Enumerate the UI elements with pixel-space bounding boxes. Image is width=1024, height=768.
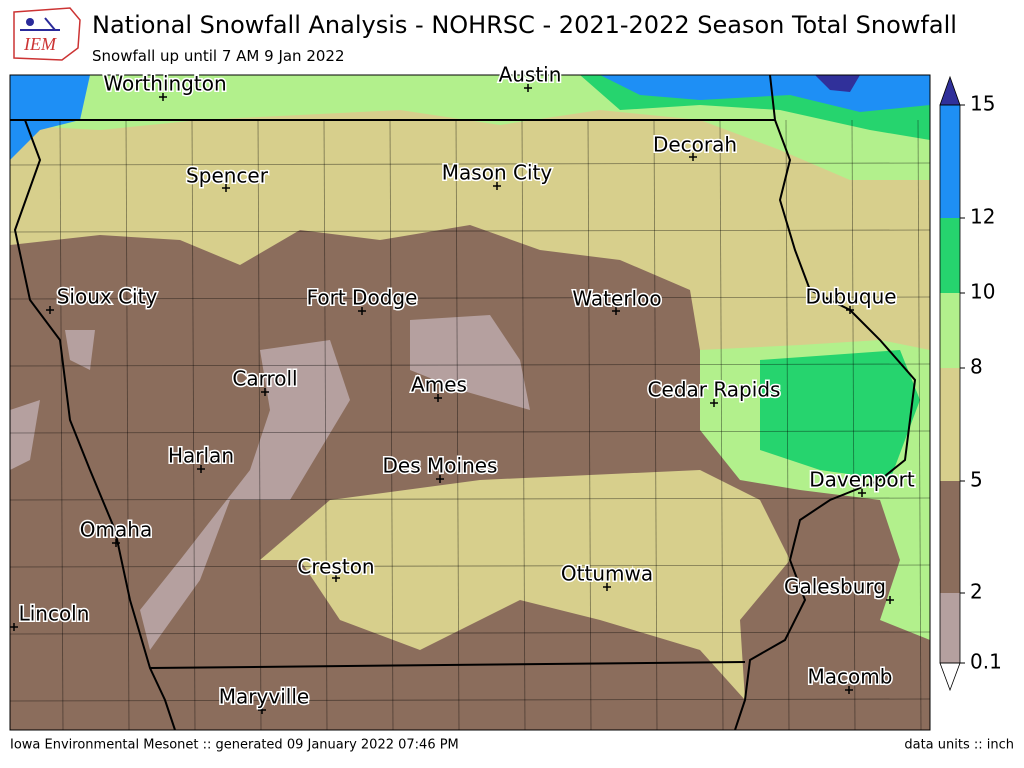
footer-right: data units :: inch [904,738,1014,753]
city-marker [258,706,266,714]
footer-left: Iowa Environmental Mesonet :: generated … [10,738,459,753]
colorbar-segment [940,218,960,293]
city-marker [10,623,18,631]
city-label: Omaha [80,518,152,542]
colorbar: 0.1 2 5 8 10 12 15 [939,75,1002,692]
colorbar-segment [940,293,960,368]
city-marker [332,574,340,582]
colorbar-under [939,662,961,692]
city-label: Mason City [442,161,553,185]
city-marker [159,93,167,101]
title: National Snowfall Analysis - NOHRSC - 20… [92,11,957,39]
city-marker [710,399,718,407]
city-marker [858,489,866,497]
city-label: Maryville [219,685,309,709]
colorbar-over [939,75,961,106]
colorbar-segment [940,593,960,663]
city-label: Sioux City [57,285,158,309]
colorbar-segment [940,105,960,218]
city-label: Davenport [809,468,915,492]
snowfall-map [10,75,930,730]
city-marker [222,184,230,192]
city-label: Dubuque [805,285,896,309]
city-label: Decorah [653,133,737,157]
colorbar-segment [940,368,960,481]
city-label: Ottumwa [561,562,653,586]
map-frame [9,74,931,731]
colorbar-label: 8 [970,355,983,379]
colorbar-frame [939,104,961,664]
city-label: Carroll [232,367,297,391]
colorbar-segment [940,481,960,593]
city-marker [197,465,205,473]
city-label: Spencer [186,164,269,188]
subtitle: Snowfall up until 7 AM 9 Jan 2022 [92,47,345,65]
city-label: Fort Dodge [307,286,418,310]
city-label: Waterloo [572,287,661,311]
city-marker [846,306,854,314]
colorbar-label: 5 [970,468,983,492]
city-marker [112,539,120,547]
city-label: Macomb [808,665,893,689]
logo: IEM [13,7,81,61]
city-label: Worthington [103,72,226,96]
city-label: Lincoln [19,602,90,626]
city-label: Harlan [168,444,234,468]
city-marker [612,307,620,315]
logo-text: IEM [23,34,57,54]
city-marker [434,394,442,402]
city-marker [261,388,269,396]
city-marker [845,686,853,694]
colorbar-label: 15 [970,92,995,116]
city-label: Cedar Rapids [648,378,781,402]
city-label: Des Moines [383,454,498,478]
city-label: Ames [411,373,467,397]
city-label: Creston [297,555,374,579]
city-label: Galesburg [784,575,886,599]
city-marker [689,153,697,161]
city-marker [46,306,54,314]
city-marker [886,596,894,604]
city-marker [603,583,611,591]
colorbar-label: 10 [970,280,995,304]
city-marker [436,475,444,483]
colorbar-label: 12 [970,205,995,229]
colorbar-label: 2 [970,580,983,604]
city-marker [524,84,532,92]
colorbar-label: 0.1 [970,650,1002,674]
city-label: Austin [499,63,562,87]
city-marker [358,307,366,315]
city-marker [493,182,501,190]
